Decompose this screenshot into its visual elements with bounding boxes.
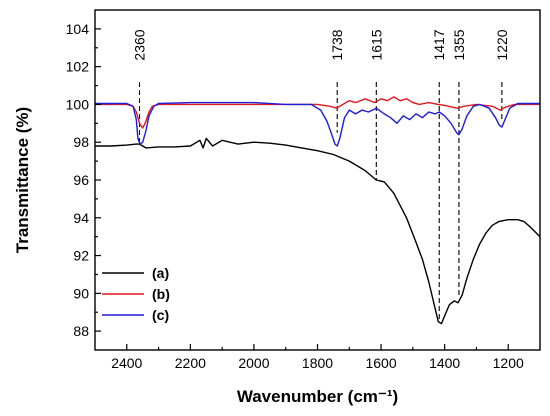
annotation-label-1417: 1417 — [431, 29, 447, 60]
legend-label-c: (c) — [152, 307, 169, 323]
x-tick-label-1800: 1800 — [302, 355, 333, 371]
y-tick-label-90: 90 — [73, 285, 89, 301]
legend-label-a: (a) — [152, 265, 169, 281]
x-tick-label-1600: 1600 — [365, 355, 396, 371]
x-tick-label-1400: 1400 — [429, 355, 460, 371]
annotation-label-1355: 1355 — [451, 29, 467, 60]
axes: 2400 2200 2000 1800 1600 1400 1200 88 90 92 94 96 98… — [66, 9, 541, 371]
x-tick-label-2000: 2000 — [238, 355, 269, 371]
x-tick-label-1200: 1200 — [493, 355, 524, 371]
series-line-c — [95, 101, 540, 147]
y-tick-label-100: 100 — [66, 96, 90, 112]
annotation-label-1738: 1738 — [329, 29, 345, 60]
y-tick-label-104: 104 — [66, 21, 90, 37]
series-line-b — [95, 96, 540, 129]
y-tick-label-92: 92 — [73, 248, 89, 264]
x-tick-label-2400: 2400 — [111, 355, 142, 371]
y-tick-label-94: 94 — [73, 210, 89, 226]
y-tick-label-102: 102 — [66, 59, 90, 75]
series-line-a — [95, 137, 541, 325]
x-axis-label: Wavenumber (cm⁻¹) — [237, 387, 398, 406]
annotation-label-1220: 1220 — [494, 29, 510, 60]
annotation-label-2360: 2360 — [132, 29, 148, 60]
series-group — [95, 96, 541, 325]
y-tick-label-98: 98 — [73, 134, 89, 150]
y-axis-label: Transmittance (%) — [13, 107, 32, 253]
legend-label-b: (b) — [152, 286, 170, 302]
annotations: 2360 1738 1615 1417 1355 1220 — [132, 29, 510, 320]
legend: (a) (b) (c) — [102, 265, 170, 323]
annotation-label-1615: 1615 — [368, 29, 384, 60]
y-tick-label-96: 96 — [73, 172, 89, 188]
x-tick-label-2200: 2200 — [175, 355, 206, 371]
y-tick-label-88: 88 — [73, 323, 89, 339]
